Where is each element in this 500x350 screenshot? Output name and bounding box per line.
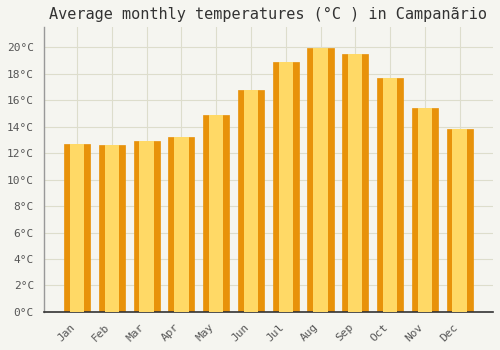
Bar (348, 54, 362, 312)
Bar (64, 144, 90, 312)
Bar (418, 108, 432, 312)
Bar (383, 78, 397, 312)
Bar (308, 49, 334, 312)
Bar (412, 108, 438, 312)
Title: Average monthly temperatures (°C ) in Campanãrio: Average monthly temperatures (°C ) in Ca… (50, 7, 488, 22)
Bar (272, 62, 299, 312)
Bar (209, 115, 224, 312)
Bar (452, 129, 467, 312)
Bar (134, 141, 160, 312)
Bar (238, 90, 264, 312)
Bar (70, 144, 84, 312)
Bar (244, 90, 258, 312)
Bar (99, 145, 125, 312)
Bar (140, 141, 154, 312)
Bar (104, 145, 119, 312)
Bar (168, 137, 194, 312)
Bar (377, 78, 403, 312)
Bar (203, 115, 229, 312)
Bar (314, 49, 328, 312)
Bar (342, 54, 368, 312)
Bar (174, 137, 188, 312)
Bar (278, 62, 293, 312)
Bar (446, 129, 472, 312)
